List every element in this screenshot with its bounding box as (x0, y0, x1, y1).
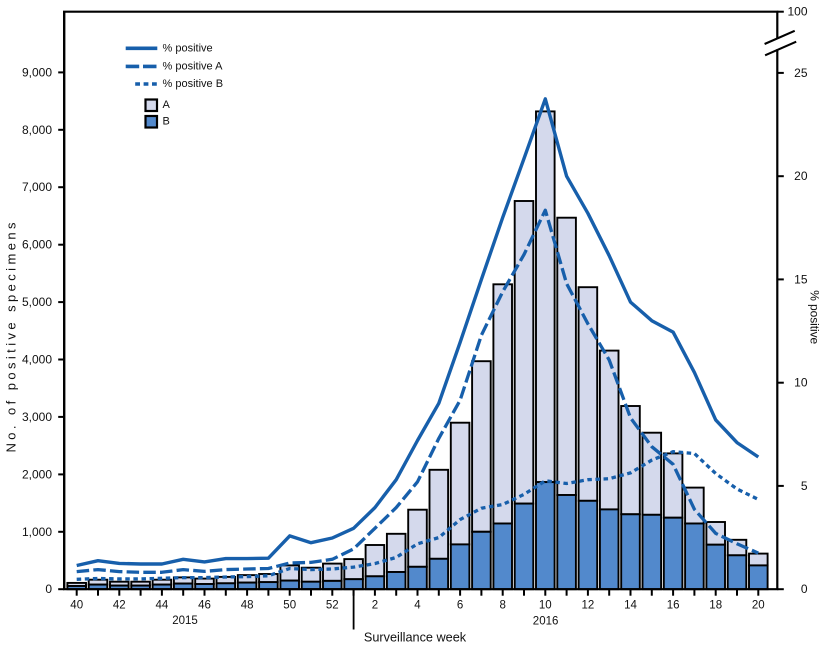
svg-text:% positive: % positive (163, 42, 213, 54)
svg-text:20: 20 (752, 600, 765, 612)
svg-text:% positive B: % positive B (163, 78, 224, 90)
svg-text:20: 20 (794, 169, 808, 183)
svg-text:% positive A: % positive A (163, 60, 224, 72)
svg-text:100: 100 (787, 5, 807, 19)
svg-text:6,000: 6,000 (22, 238, 52, 252)
svg-text:50: 50 (283, 600, 296, 612)
svg-text:4: 4 (414, 600, 421, 612)
svg-text:14: 14 (624, 600, 637, 612)
svg-text:42: 42 (113, 600, 126, 612)
svg-text:48: 48 (241, 600, 254, 612)
svg-text:Surveillance week: Surveillance week (364, 631, 467, 645)
svg-text:0: 0 (801, 582, 808, 596)
svg-text:2016: 2016 (533, 616, 559, 628)
svg-text:2015: 2015 (172, 615, 198, 627)
svg-text:6: 6 (457, 600, 463, 612)
svg-text:15: 15 (794, 272, 808, 286)
svg-text:8: 8 (499, 600, 505, 612)
svg-text:9,000: 9,000 (22, 65, 52, 79)
svg-text:0: 0 (45, 582, 52, 596)
svg-text:10: 10 (794, 376, 808, 390)
svg-text:2,000: 2,000 (22, 467, 52, 481)
svg-text:No. of positive specimens: No. of positive specimens (4, 222, 19, 453)
svg-text:2: 2 (372, 600, 378, 612)
svg-text:16: 16 (667, 600, 680, 612)
svg-text:8,000: 8,000 (22, 123, 52, 137)
svg-text:10: 10 (539, 600, 552, 612)
svg-text:40: 40 (70, 600, 83, 612)
svg-text:52: 52 (326, 600, 339, 612)
svg-text:3,000: 3,000 (22, 410, 52, 424)
svg-text:4,000: 4,000 (22, 353, 52, 367)
svg-text:25: 25 (794, 66, 808, 80)
svg-text:12: 12 (582, 600, 595, 612)
svg-text:46: 46 (198, 600, 211, 612)
svg-text:1,000: 1,000 (22, 525, 52, 539)
svg-text:5: 5 (801, 479, 808, 493)
svg-text:% positive: % positive (807, 290, 821, 344)
svg-text:5,000: 5,000 (22, 295, 52, 309)
svg-text:44: 44 (156, 600, 169, 612)
svg-text:7,000: 7,000 (22, 180, 52, 194)
svg-text:A: A (163, 99, 171, 111)
svg-text:18: 18 (709, 600, 722, 612)
svg-text:B: B (163, 116, 170, 128)
